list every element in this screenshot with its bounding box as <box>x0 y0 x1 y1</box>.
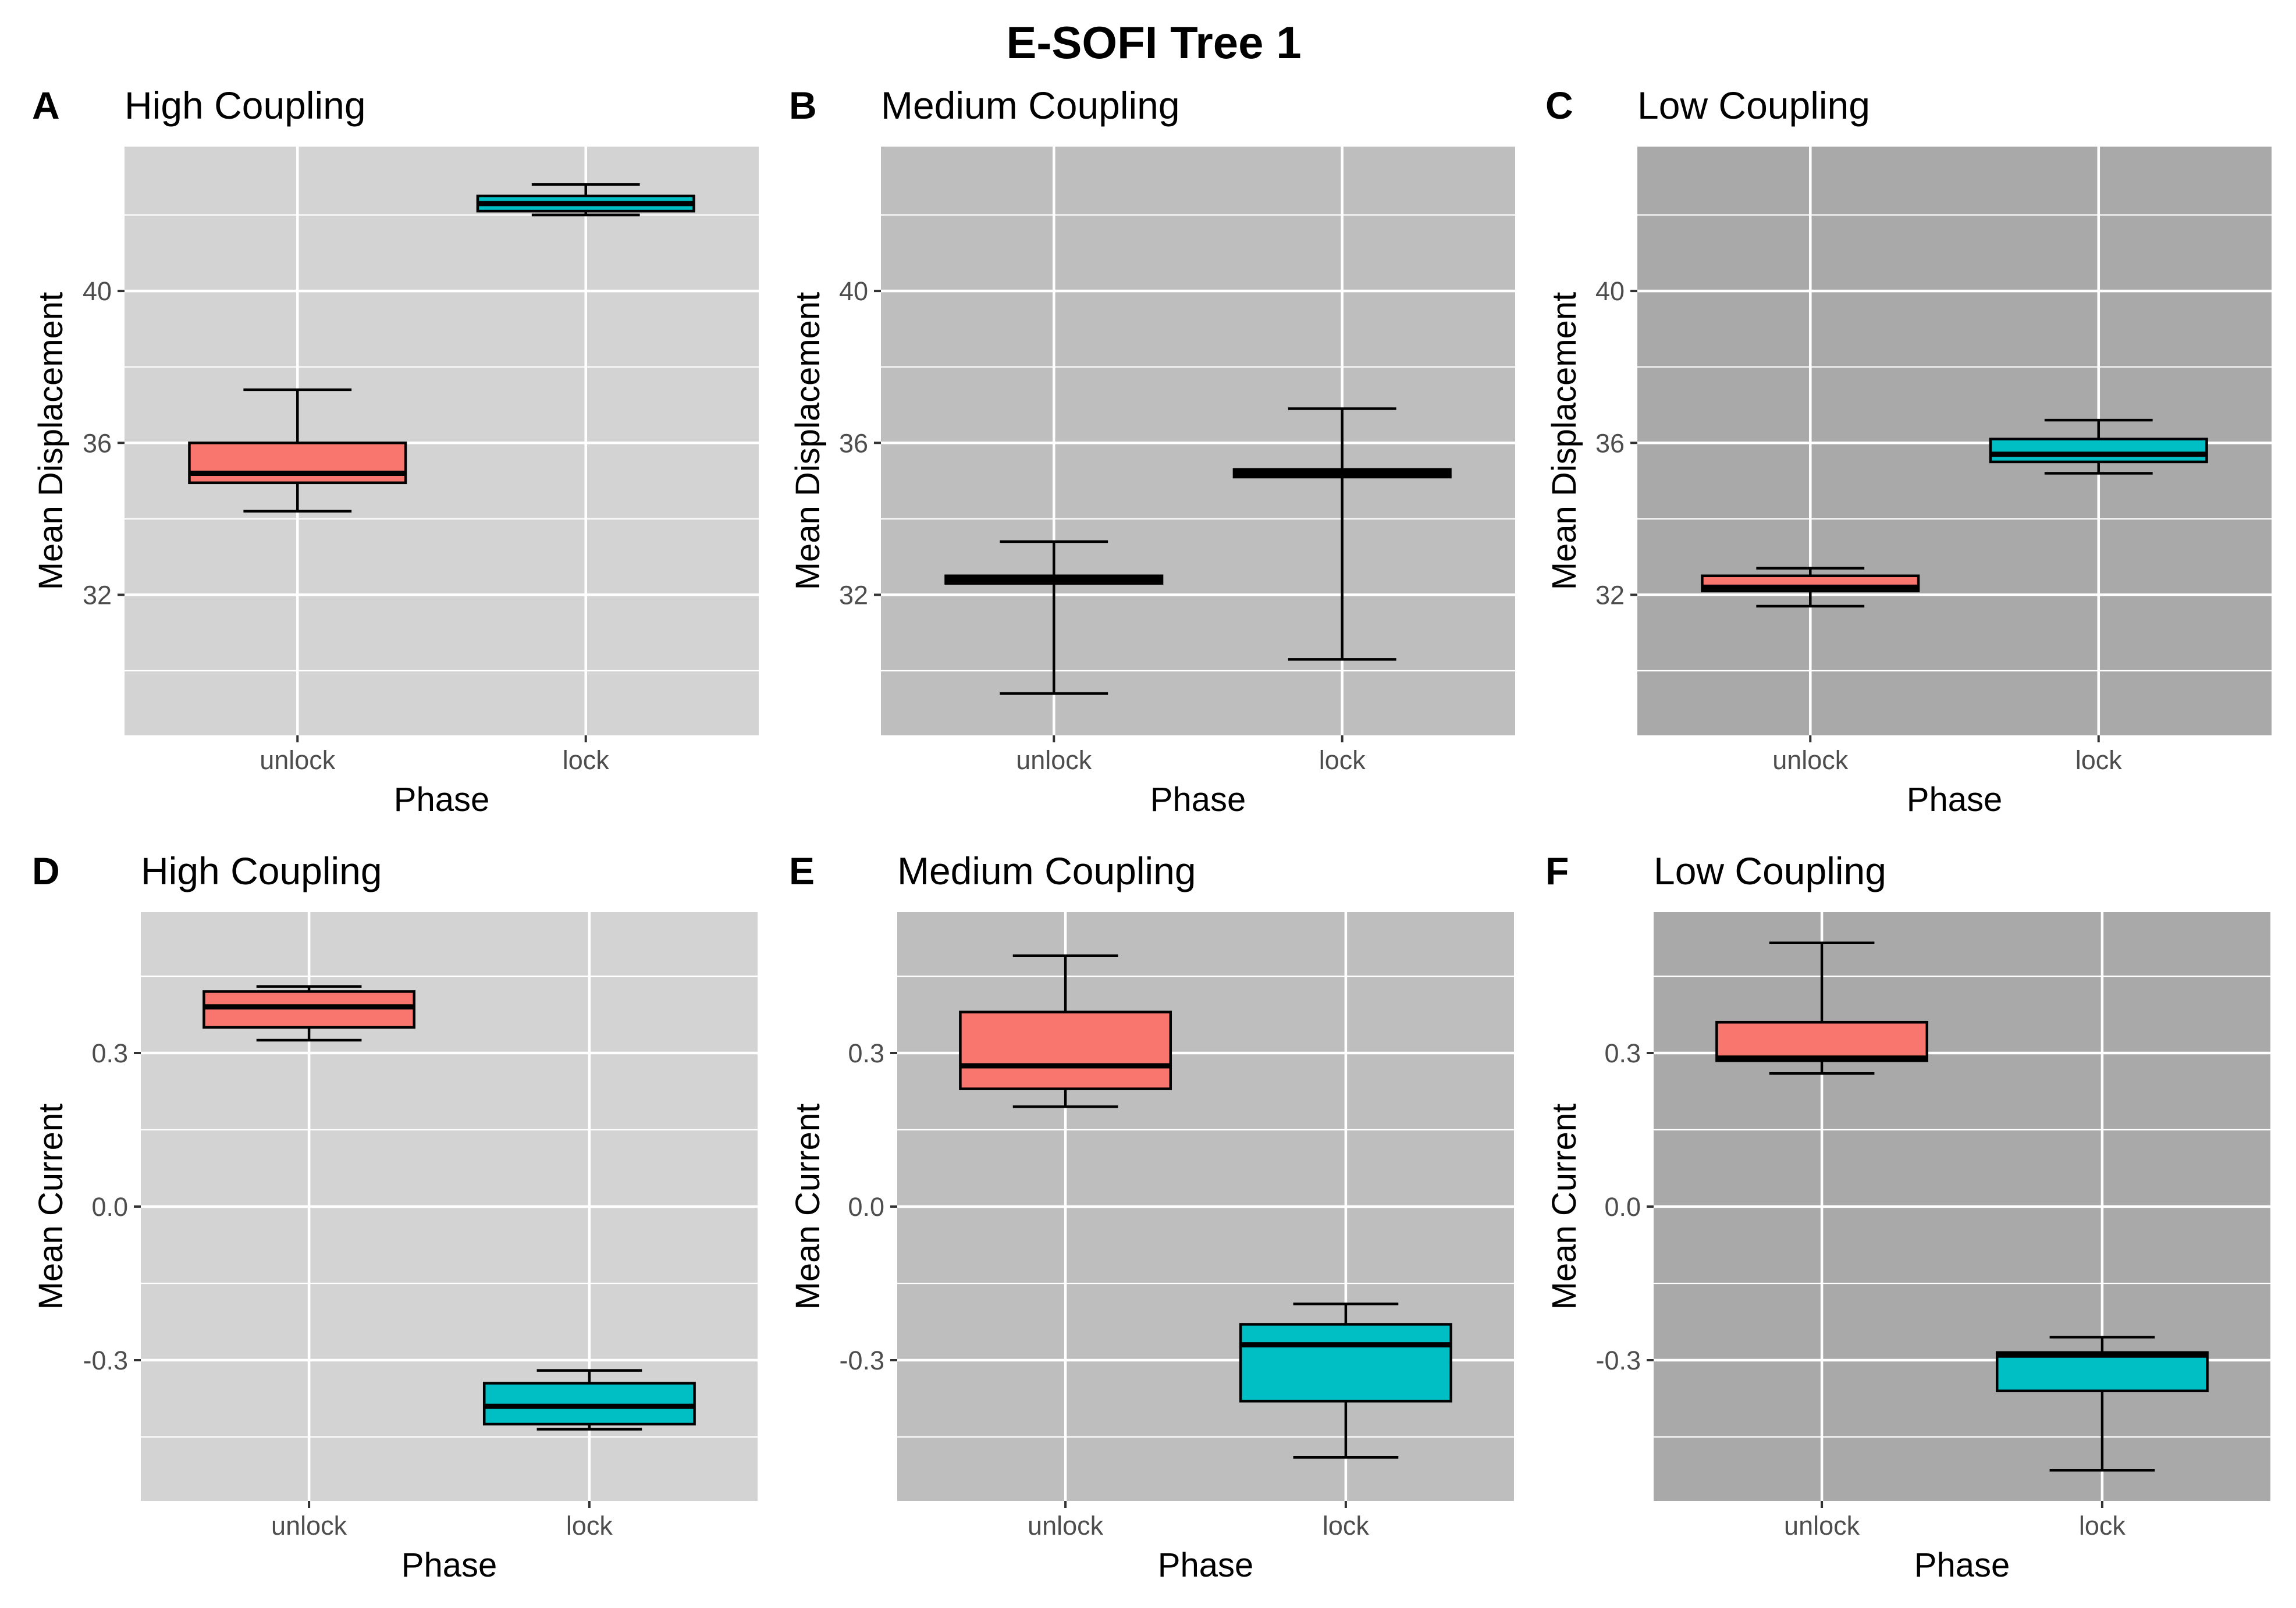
boxplot-lock <box>1239 1302 1452 1459</box>
x-axis-title: Phase <box>401 1546 497 1584</box>
x-axis-title: Phase <box>1914 1546 2010 1584</box>
x-tick-label-lock: lock <box>2079 1511 2126 1541</box>
figure-title: E-SOFI Tree 1 <box>1006 17 1301 68</box>
boxplot-lock <box>476 183 695 216</box>
panel-b: B Medium Coupling 32 36 40 unlock lock Phase Mea… <box>789 84 1515 819</box>
boxplot-unlock <box>1715 941 1929 1075</box>
boxplot-unlock <box>202 985 416 1042</box>
panel-label-f: F <box>1545 849 1569 892</box>
x-tick-label-unlock: unlock <box>1028 1511 1104 1541</box>
box-iqr <box>1989 437 2208 464</box>
y-axis-title: Mean Current <box>1545 1104 1583 1310</box>
panel-title: Low Coupling <box>1637 84 1870 127</box>
boxplot-unlock <box>188 388 407 513</box>
boxplot-unlock <box>1701 567 1920 608</box>
panel-f: F Low Coupling -0.3 0.0 0.3 unlock lock Phase Me… <box>1545 849 2270 1584</box>
y-tick-label: -0.3 <box>1595 1346 1641 1375</box>
boxplot-unlock <box>959 954 1172 1108</box>
y-tick-label: 36 <box>1595 428 1625 458</box>
x-axis-title: Phase <box>394 781 489 819</box>
y-tick-label: 40 <box>83 276 112 306</box>
panel-label-e: E <box>789 849 815 892</box>
panel-label-c: C <box>1545 84 1573 127</box>
x-tick-label-lock: lock <box>1319 745 1366 775</box>
panel-label-d: D <box>32 849 60 892</box>
panels-container: A High Coupling 32 36 40 unlock lock Phase Mean … <box>32 84 2272 1584</box>
x-tick-label-lock: lock <box>566 1511 613 1541</box>
y-axis-title: Mean Displacement <box>789 292 827 590</box>
y-tick-label: 40 <box>1595 276 1625 306</box>
x-tick-label-lock: lock <box>563 745 610 775</box>
y-tick-label: 0.0 <box>848 1192 884 1222</box>
panel-title: Low Coupling <box>1654 849 1886 892</box>
y-tick-label: 0.3 <box>1604 1038 1641 1068</box>
y-tick-label: 0.0 <box>1604 1192 1641 1222</box>
y-axis-title: Mean Displacement <box>1545 292 1583 590</box>
panel-title: High Coupling <box>141 849 382 892</box>
y-tick-label: 0.3 <box>848 1038 884 1068</box>
panel-title: Medium Coupling <box>897 849 1196 892</box>
boxplot-lock <box>1995 1336 2209 1472</box>
y-tick-label: 0.0 <box>91 1192 128 1222</box>
panel-c: C Low Coupling 32 36 40 unlock lock Phase Mean D… <box>1545 84 2272 819</box>
y-tick-label: 36 <box>83 428 112 458</box>
x-axis-title: Phase <box>1150 781 1246 819</box>
panel-label-a: A <box>32 84 60 127</box>
x-tick-label-unlock: unlock <box>1016 745 1092 775</box>
x-tick-label-unlock: unlock <box>271 1511 347 1541</box>
box-iqr <box>188 442 407 485</box>
y-axis-title: Mean Current <box>789 1104 827 1310</box>
y-tick-label: 32 <box>1595 580 1625 610</box>
plot-background <box>881 147 1515 735</box>
box-iqr <box>959 1011 1172 1090</box>
x-tick-label-unlock: unlock <box>1784 1511 1860 1541</box>
x-tick-label-lock: lock <box>2075 745 2123 775</box>
x-axis-title: Phase <box>1907 781 2002 819</box>
boxplot-lock <box>1232 407 1452 661</box>
box-iqr <box>1715 1020 1929 1062</box>
panel-e: E Medium Coupling -0.3 0.0 0.3 unlock lock Phas… <box>789 849 1514 1584</box>
x-tick-label-unlock: unlock <box>260 745 336 775</box>
y-tick-label: 32 <box>839 580 868 610</box>
panel-title: High Coupling <box>125 84 366 127</box>
x-axis-title: Phase <box>1158 1546 1253 1584</box>
boxplot-lock <box>482 1369 696 1431</box>
y-axis-title: Mean Displacement <box>32 292 70 590</box>
y-axis-title: Mean Current <box>32 1104 70 1310</box>
y-tick-label: 36 <box>839 428 868 458</box>
boxplot-unlock <box>944 540 1164 695</box>
panel-label-b: B <box>789 84 817 127</box>
panel-a: A High Coupling 32 36 40 unlock lock Phase Mean … <box>32 84 759 819</box>
y-tick-label: 0.3 <box>91 1038 128 1068</box>
panel-title: Medium Coupling <box>881 84 1180 127</box>
box-iqr <box>1995 1351 2209 1393</box>
box-iqr <box>1239 1323 1452 1403</box>
boxplot-lock <box>1989 418 2208 475</box>
plot-background <box>125 147 759 735</box>
y-tick-label: 40 <box>839 276 868 306</box>
y-tick-label: -0.3 <box>83 1346 128 1375</box>
x-tick-label-lock: lock <box>1323 1511 1370 1541</box>
y-tick-label: -0.3 <box>839 1346 884 1375</box>
panel-d: D High Coupling -0.3 0.0 0.3 unlock lock Phase M… <box>32 849 758 1584</box>
y-tick-label: 32 <box>83 580 112 610</box>
x-tick-label-unlock: unlock <box>1772 745 1849 775</box>
